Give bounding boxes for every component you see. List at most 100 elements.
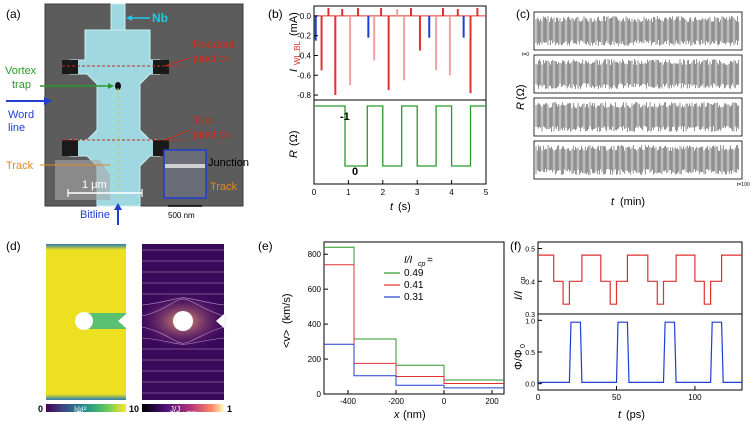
e-legend: I/I cp = 0.490.410.31	[384, 255, 433, 303]
b-bottom-frame	[313, 99, 487, 185]
f-top-frame	[537, 241, 743, 315]
svg-text:(Ω): (Ω)	[288, 130, 300, 146]
e-ytick-label-2: 400	[308, 320, 322, 329]
svg-text:(ps): (ps)	[626, 409, 645, 421]
test-label-2: junction	[192, 129, 231, 141]
j-notch	[216, 314, 224, 328]
readout-pointer	[164, 57, 191, 67]
panel-f: (f) 0.50.40.31.00.50.00 50 100 I/I cp Φ/Φ …	[510, 239, 743, 421]
e-xtick-label-0: -400	[340, 397, 357, 406]
f-xtick-label-2: 100	[688, 393, 702, 402]
svg-text:t: t	[611, 196, 615, 208]
e-frame	[323, 241, 505, 395]
svg-text:(s): (s)	[398, 201, 411, 213]
svg-text:<v>: <v>	[281, 330, 293, 348]
panel-f-label: (f)	[510, 239, 521, 253]
c-strips	[533, 11, 743, 180]
b-top-ytick-label-2: -0.4	[297, 51, 311, 60]
f-bottom-ylabel: Φ/Φ 0	[513, 344, 527, 370]
b-xlabel: t (s)	[390, 201, 411, 213]
test-pointer	[164, 129, 191, 141]
b-bottom-trace	[314, 105, 486, 167]
b-xtick-label-0: 0	[312, 188, 317, 197]
b-top-ytick-label-1: -0.2	[297, 32, 311, 41]
svg-text:I/I: I/I	[404, 255, 413, 266]
c-strip-trace-3	[535, 145, 740, 175]
psi-hole	[75, 312, 93, 330]
c-t0-label: t=0	[522, 52, 529, 58]
e-xtick-label-1: -200	[388, 397, 405, 406]
b-bottom-ylabel: R (Ω)	[288, 130, 300, 158]
vortex-label-1: Vortex	[5, 65, 37, 77]
inset-junction-band	[165, 164, 205, 168]
f-bottom-ytick-label-1: 0.5	[525, 350, 535, 357]
svg-text:(nm): (nm)	[403, 409, 426, 421]
f-top-ytick-label-1: 0.4	[525, 279, 535, 286]
e-xlabel: x (nm)	[393, 409, 426, 421]
panel-a-label: (a)	[6, 7, 21, 21]
psi-notch	[118, 314, 126, 328]
vortex-trap-arrow-head	[108, 83, 114, 89]
psi-cb-max: 1	[129, 404, 134, 414]
b-xtick-label-2: 2	[381, 188, 386, 197]
j-streamline-6	[141, 298, 225, 317]
panel-c: (c) t=0 t=100 R (Ω) t (min)	[515, 7, 750, 208]
test-label-1: Test	[193, 115, 213, 127]
word-line-arrow-head	[44, 97, 52, 105]
bitline-arrow-head	[114, 203, 122, 210]
scale-label: 1 μm	[82, 179, 107, 191]
track-label: Track	[6, 160, 34, 172]
b-xtick-label-3: 3	[415, 188, 420, 197]
svg-text:=: =	[427, 255, 433, 266]
f-flux-trace	[538, 321, 742, 383]
readout-junction-pad-left	[62, 60, 78, 74]
panel-b: (b) 0.0 -0.2 -0.4 -0.6 -0.8 0 1 2 3 4 5 -1 0 I WL…	[268, 5, 489, 213]
bitline-label: Bitline	[80, 209, 110, 221]
e-ticks: 0 200 400 600 800 -400 -200 0 200	[308, 250, 500, 406]
panel-a: (a) Nb Readout junction Vortex trap Word…	[5, 3, 249, 225]
f-bottom-ytick-label-2: 0.0	[525, 382, 535, 389]
f-ticks: 0.5 0.4 0.31.0 0.5 0.00 50 100	[525, 247, 702, 402]
e-ytick-label-3: 600	[308, 285, 322, 294]
j-colorbar	[142, 404, 224, 412]
e-series-0.31	[324, 343, 504, 389]
e-ytick-label-1: 200	[308, 355, 322, 364]
inset-track-label: Track	[210, 181, 238, 193]
b-top-frame	[313, 5, 487, 101]
svg-text:I/I: I/I	[513, 291, 525, 300]
b-resistance-trace	[314, 105, 486, 167]
vortex-label-2: trap	[12, 79, 31, 91]
f-xlabel: t (ps)	[618, 409, 645, 421]
psi-colorbar	[46, 404, 126, 412]
f-bottom-trace	[538, 321, 742, 383]
j-streamline-5	[141, 297, 225, 306]
e-series	[324, 246, 504, 389]
e-ytick-label-0: 0	[317, 390, 322, 399]
psi-cb-label: |ψ|²	[74, 405, 87, 414]
psi-map-bottom-edge	[46, 394, 126, 400]
j-cb-max: 1	[227, 404, 232, 414]
sem-frame	[44, 3, 244, 207]
j-hole	[173, 311, 193, 331]
svg-text:(mA): (mA)	[288, 12, 300, 36]
inset-scale-label: 500 nm	[168, 211, 195, 220]
j-cb-sub: max	[187, 410, 197, 416]
b-state-minus1: -1	[340, 111, 350, 123]
f-top-ytick-label-0: 0.5	[525, 247, 535, 254]
e-ytick-label-4: 800	[308, 250, 322, 259]
j-streamline-7	[141, 326, 225, 344]
psi-cb-min: 0	[38, 404, 43, 414]
svg-text:I: I	[288, 69, 300, 72]
f-top-trace	[538, 254, 742, 305]
e-legend-label-2: 0.31	[404, 292, 424, 303]
svg-text:(Ω): (Ω)	[515, 84, 527, 100]
b-xtick-label-5: 5	[484, 188, 489, 197]
e-legend-label-0: 0.49	[404, 268, 424, 279]
c-strip-trace-2	[535, 102, 740, 132]
e-ylabel: <v> (km/s)	[281, 293, 293, 348]
readout-junction-pad-right	[153, 60, 169, 74]
svg-text:R: R	[515, 102, 527, 110]
b-top-ytick-label-3: -0.6	[297, 71, 311, 80]
readout-label-2: junction	[192, 53, 231, 65]
